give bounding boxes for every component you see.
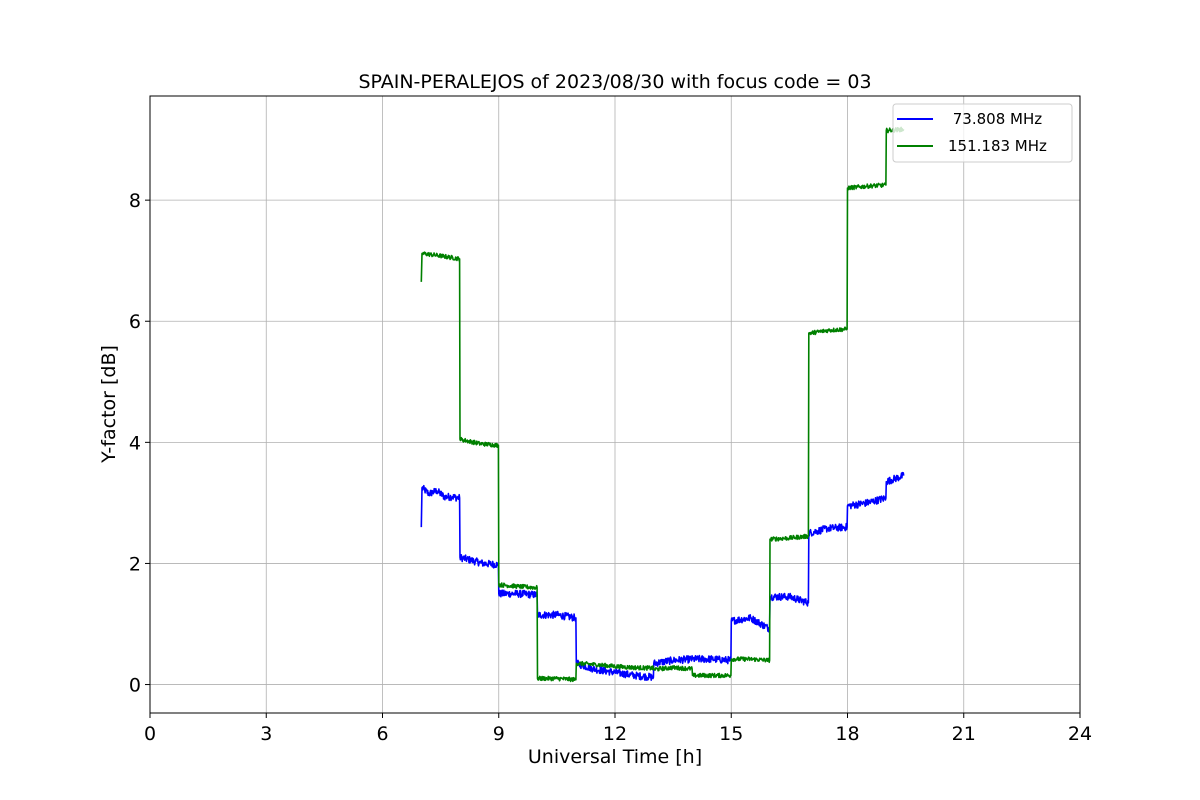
y-tick-label: 0 xyxy=(129,675,141,697)
grid xyxy=(149,96,1081,713)
x-tick-label: 3 xyxy=(260,723,272,745)
x-tick-label: 15 xyxy=(719,723,743,745)
chart-title: SPAIN-PERALEJOS of 2023/08/30 with focus… xyxy=(358,71,871,93)
y-axis-label: Y-factor [dB] xyxy=(98,345,120,464)
x-tick-label: 18 xyxy=(835,723,859,745)
x-tick-label: 24 xyxy=(1068,723,1092,745)
x-tick-label: 6 xyxy=(376,723,388,745)
x-tick-label: 21 xyxy=(952,723,976,745)
legend-label-73-808-mhz: 73.808 MHz xyxy=(948,110,1042,128)
legend-box xyxy=(892,103,1073,163)
legend-label-151-183-mhz: 151.183 MHz xyxy=(948,137,1047,155)
x-tick-label: 12 xyxy=(603,723,627,745)
y-tick-label: 8 xyxy=(129,190,141,212)
series-line-73-808-mhz xyxy=(420,471,905,681)
series-line-151-183-mhz xyxy=(420,126,905,683)
y-tick-label: 6 xyxy=(129,311,141,333)
legend: 73.808 MHz 151.183 MHz xyxy=(892,103,1073,163)
y-tick-label: 2 xyxy=(129,553,141,575)
series-layer xyxy=(420,126,905,683)
x-axis-label: Universal Time [h] xyxy=(528,746,702,768)
x-tick-label: 0 xyxy=(144,723,156,745)
x-tick-label: 9 xyxy=(493,723,505,745)
y-tick-label: 4 xyxy=(129,432,141,454)
